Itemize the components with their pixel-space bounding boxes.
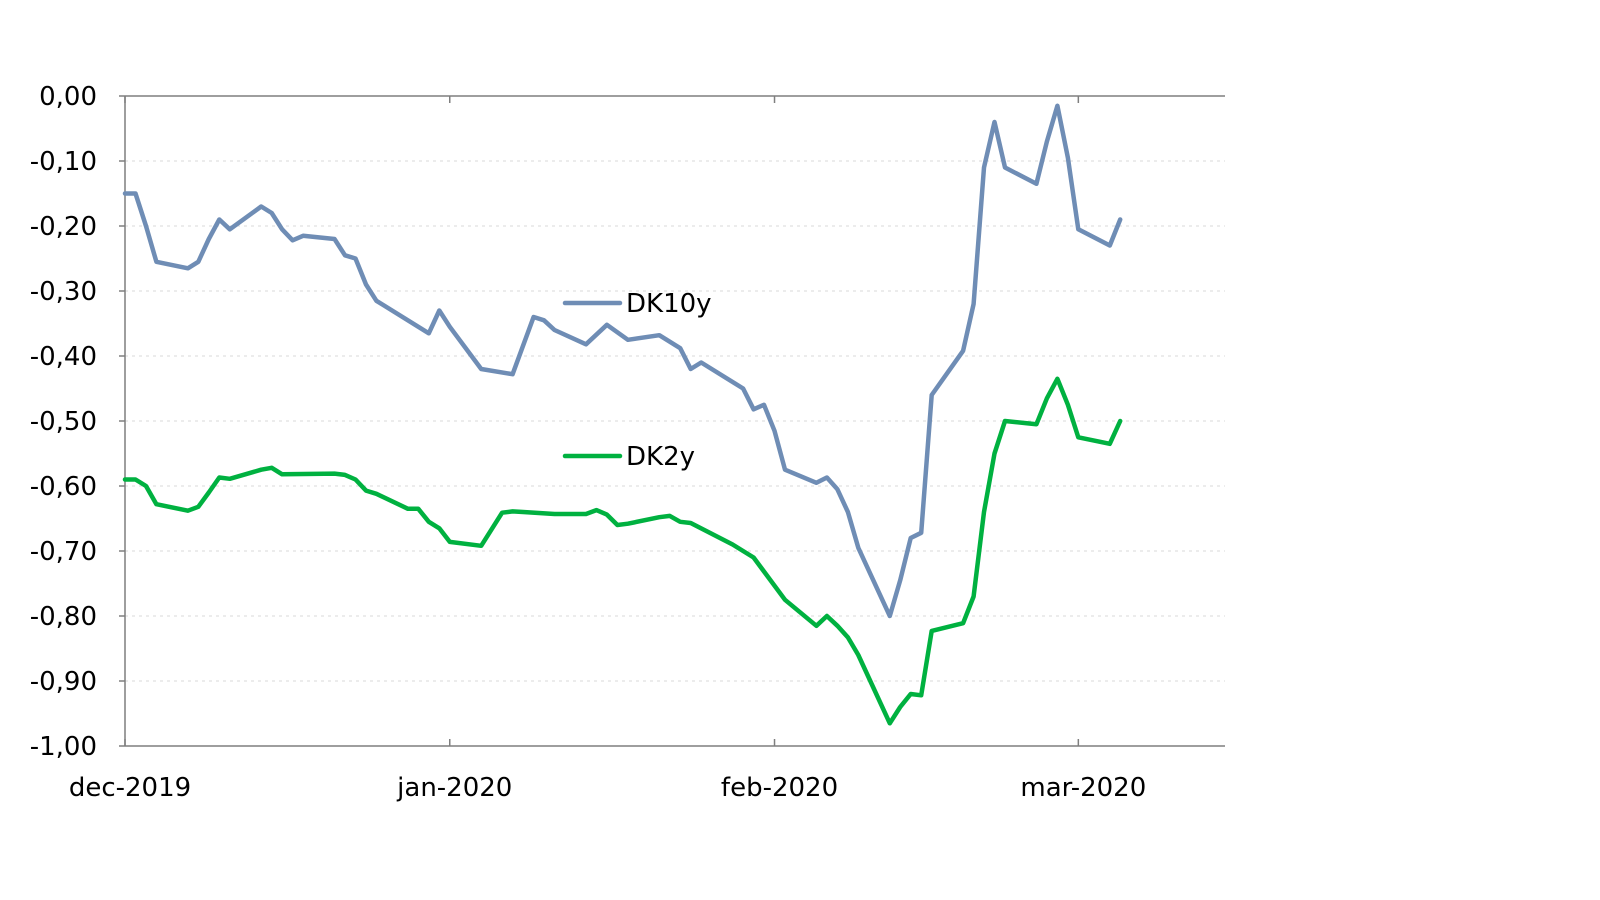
series-lines — [122, 103, 1123, 726]
y-tick-label: -0,20 — [30, 212, 97, 242]
legend: DK10y DK2y — [562, 289, 712, 472]
gridlines — [119, 95, 1225, 747]
y-tick-label: -0,90 — [30, 667, 97, 697]
y-tick-label: 0,00 — [39, 82, 97, 112]
axes — [124, 95, 1225, 747]
y-tick-label: -0,10 — [30, 147, 97, 177]
y-tick-label: -0,80 — [30, 602, 97, 632]
legend-label-dk2y: DK2y — [626, 442, 695, 472]
y-tick-label: -0,50 — [30, 407, 97, 437]
y-tick-label: -0,40 — [30, 342, 97, 372]
y-tick-label: -0,30 — [30, 277, 97, 307]
series-line-dk10y — [122, 103, 1123, 619]
legend-label-dk10y: DK10y — [626, 289, 712, 319]
y-tick-label: -0,60 — [30, 472, 97, 502]
y-tick-label: -0,70 — [30, 537, 97, 567]
y-tick-labels: 0,00 -0,10 -0,20 -0,30 -0,40 -0,50 -0,60 -0,70 -… — [30, 82, 97, 762]
x-tick-label: mar-2020 — [1020, 773, 1146, 803]
x-tick-label: jan-2020 — [396, 773, 512, 803]
y-tick-label: -1,00 — [30, 732, 97, 762]
x-tick-label: feb-2020 — [721, 773, 838, 803]
x-tick-label: dec-2019 — [69, 773, 191, 803]
series-line-dk2y — [122, 376, 1123, 726]
x-ticks: dec-2019 jan-2020 feb-2020 mar-2020 — [69, 96, 1146, 803]
